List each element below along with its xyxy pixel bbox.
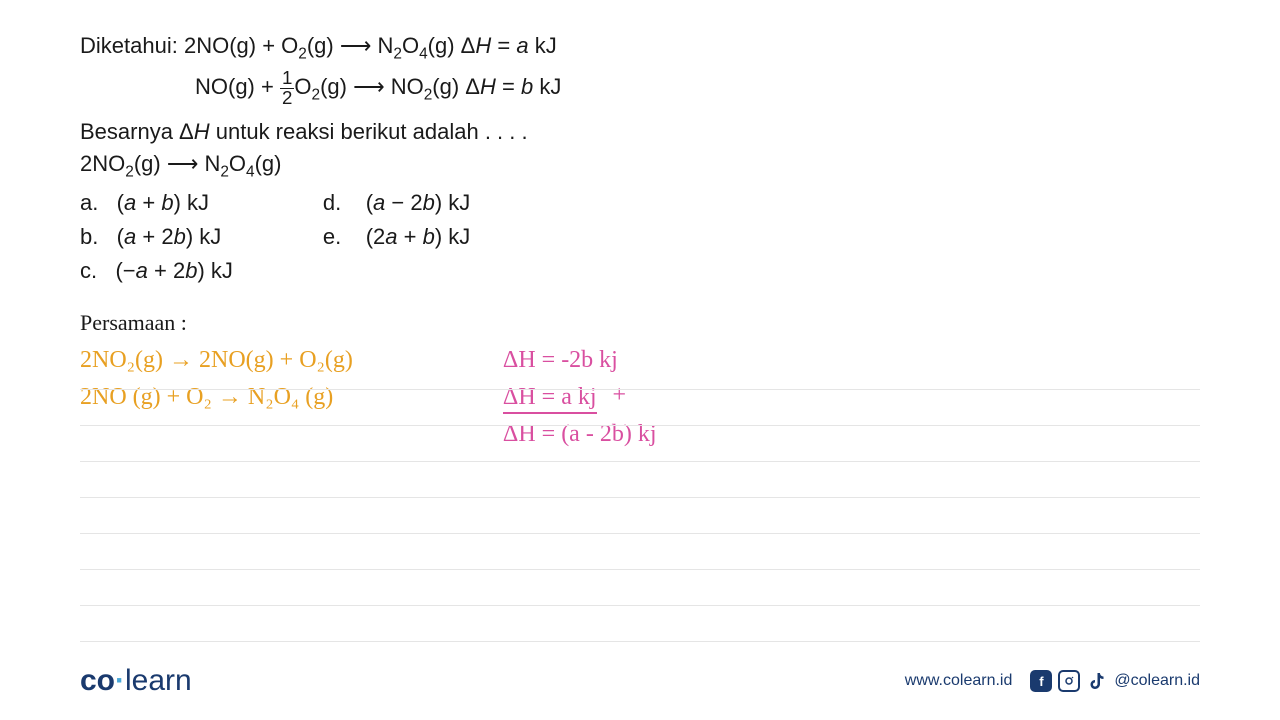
given-label: Diketahui: [80,33,178,58]
option-c: c. (−a + 2b) kJ [80,254,233,288]
social-handle: @colearn.id [1114,672,1200,690]
instagram-icon [1058,670,1080,692]
brand-logo: co·learn [80,664,192,698]
option-b: b. (a + 2b) kJ [80,220,233,254]
option-d: d. (a − 2b) kJ [323,186,470,220]
eq1-rhs: N2O4(g) ΔH = a kJ [378,33,557,58]
options-block: a. (a + b) kJ b. (a + 2b) kJ c. (−a + 2b… [80,186,1200,288]
eq1-lhs: 2NO(g) + O2(g) [184,33,334,58]
ruled-lines [80,354,1200,642]
arrow: ⟶ [340,33,378,58]
eq2-lhs: NO(g) + 12O2(g) [195,74,347,99]
eq2-rhs: NO2(g) ΔH = b kJ [391,74,562,99]
facebook-icon: f [1030,670,1052,692]
footer-right: www.colearn.id f @colearn.id [905,670,1200,692]
target-reaction: 2NO2(g) ⟶ N2O4(g) [80,151,1200,181]
question-text: Besarnya ΔH untuk reaksi berikut adalah … [80,114,1200,149]
brand-dot: · [115,664,125,697]
tiktok-icon [1086,670,1108,692]
brand-co: co [80,664,115,697]
given-eq1: Diketahui: 2NO(g) + O2(g) ⟶ N2O4(g) ΔH =… [80,28,1200,67]
option-e: e. (2a + b) kJ [323,220,470,254]
social-icons: f @colearn.id [1030,670,1200,692]
website-url: www.colearn.id [905,672,1013,690]
option-a: a. (a + b) kJ [80,186,233,220]
footer: co·learn www.colearn.id f @colearn.id [0,664,1280,698]
work-heading: Persamaan : [80,310,1200,336]
arrow: ⟶ [353,74,391,99]
given-eq2: NO(g) + 12O2(g) ⟶ NO2(g) ΔH = b kJ [80,69,1200,108]
brand-learn: learn [125,664,192,697]
